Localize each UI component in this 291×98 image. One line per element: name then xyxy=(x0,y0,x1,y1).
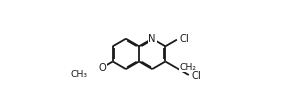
Text: O: O xyxy=(98,63,106,73)
Text: Cl: Cl xyxy=(191,71,201,81)
Text: Cl: Cl xyxy=(180,34,190,44)
Text: CH₃: CH₃ xyxy=(70,70,87,79)
Text: CH₂: CH₂ xyxy=(180,63,197,72)
Text: N: N xyxy=(148,34,156,44)
